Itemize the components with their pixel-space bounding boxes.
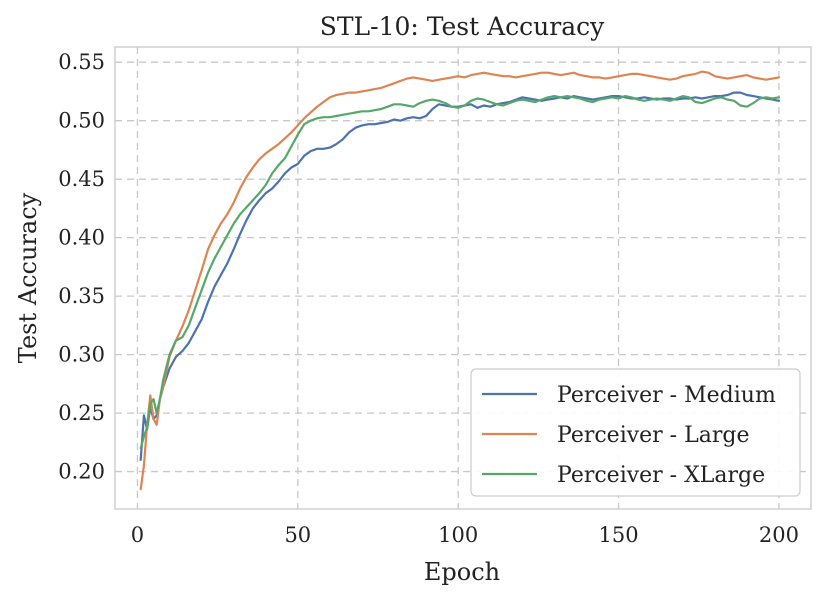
legend-items: Perceiver - Medium Perceiver - Large Perce… [482, 383, 776, 488]
x-tick-label: 0 [131, 523, 144, 547]
y-tick-label: 0.20 [58, 460, 105, 484]
legend-label: Perceiver - Large [557, 423, 749, 448]
y-axis-title: Test Accuracy [14, 192, 42, 363]
x-axis-title: Epoch [424, 558, 500, 586]
legend-label: Perceiver - XLarge [557, 463, 765, 488]
series-line-2 [139, 70, 780, 491]
series-line-3 [139, 95, 780, 450]
y-axis-ticks: 0.20 0.25 0.30 0.35 0.40 0.45 0.50 0.55 [58, 50, 105, 483]
plot-frame [114, 46, 812, 510]
y-tick-label: 0.35 [58, 284, 105, 308]
x-tick-label: 50 [284, 523, 311, 547]
y-tick-label: 0.55 [58, 50, 105, 74]
y-tick-label: 0.40 [58, 226, 105, 250]
y-tick-label: 0.45 [58, 167, 105, 191]
y-tick-label: 0.50 [58, 109, 105, 133]
y-tick-label: 0.25 [58, 401, 105, 425]
x-tick-label: 150 [599, 523, 639, 547]
chart-title: STL-10: Test Accuracy [320, 12, 605, 41]
x-tick-label: 100 [438, 523, 478, 547]
x-tick-label: 200 [759, 523, 799, 547]
legend: Perceiver - Medium Perceiver - Large Perce… [470, 368, 801, 497]
series-layer [139, 70, 780, 491]
y-tick-label: 0.30 [58, 343, 105, 367]
legend-label: Perceiver - Medium [557, 383, 776, 408]
legend-box [470, 368, 801, 497]
x-axis-ticks: 0 50 100 150 200 [131, 523, 799, 547]
